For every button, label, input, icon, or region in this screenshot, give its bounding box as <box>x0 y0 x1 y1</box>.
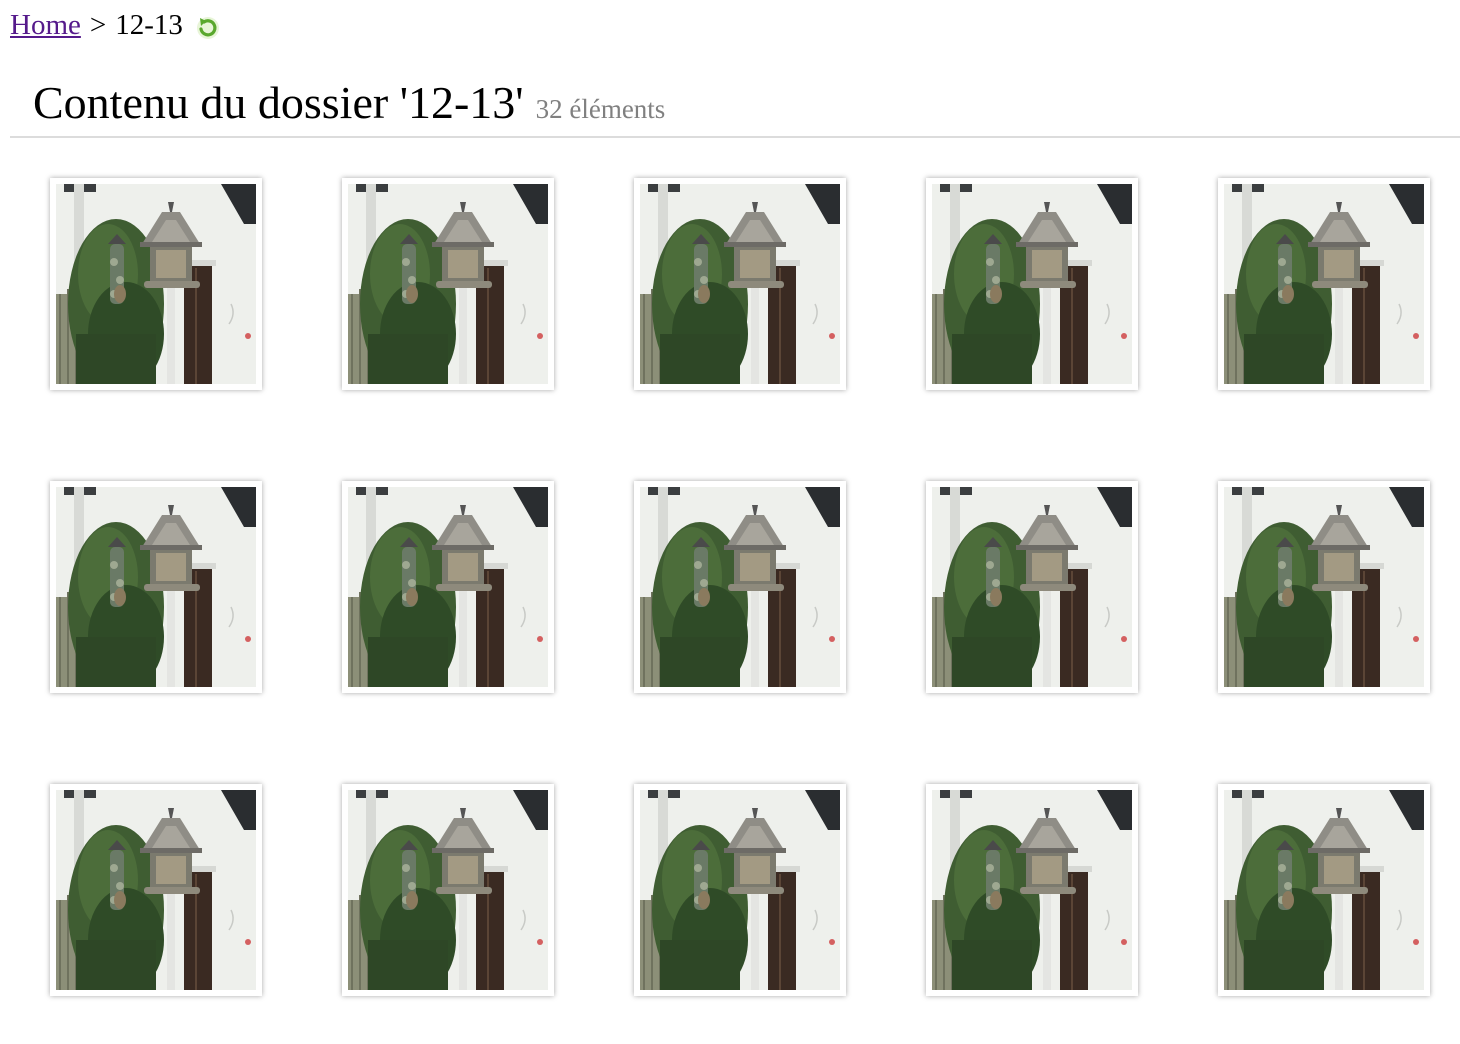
photo-image <box>56 487 256 687</box>
photo-image <box>348 487 548 687</box>
photo-thumbnail[interactable] <box>342 481 554 693</box>
photo-image <box>640 487 840 687</box>
photo-thumbnail[interactable] <box>634 178 846 390</box>
photo-thumbnail[interactable] <box>50 481 262 693</box>
photo-image <box>932 790 1132 990</box>
photo-thumbnail[interactable] <box>1218 481 1430 693</box>
photo-thumbnail[interactable] <box>342 178 554 390</box>
photo-thumbnail[interactable] <box>1218 784 1430 996</box>
breadcrumb-home-link[interactable]: Home <box>10 9 81 41</box>
photo-image <box>1224 184 1424 384</box>
photo-thumbnail[interactable] <box>634 784 846 996</box>
photo-thumbnail[interactable] <box>1218 178 1430 390</box>
photo-image <box>1224 487 1424 687</box>
photo-image <box>56 184 256 384</box>
photo-image <box>932 184 1132 384</box>
item-count: 32 éléments <box>535 94 666 124</box>
photo-thumbnail[interactable] <box>50 178 262 390</box>
breadcrumb-separator: > <box>89 9 107 41</box>
photo-image <box>348 790 548 990</box>
page-title: Contenu du dossier '12-13' <box>33 77 524 128</box>
breadcrumb: Home > 12-13 <box>10 6 221 44</box>
photo-image <box>640 790 840 990</box>
photo-image <box>348 184 548 384</box>
photo-image <box>1224 790 1424 990</box>
photo-thumbnail[interactable] <box>926 784 1138 996</box>
photo-image <box>932 487 1132 687</box>
photo-thumbnail[interactable] <box>926 178 1138 390</box>
photo-thumbnail[interactable] <box>50 784 262 996</box>
photo-image <box>640 184 840 384</box>
refresh-icon[interactable] <box>195 13 221 39</box>
photo-thumbnail[interactable] <box>342 784 554 996</box>
photo-thumbnail[interactable] <box>634 481 846 693</box>
folder-header: Contenu du dossier '12-13' 32 éléments <box>10 70 1460 138</box>
photo-image <box>56 790 256 990</box>
breadcrumb-current: 12-13 <box>115 9 183 41</box>
photo-thumbnail[interactable] <box>926 481 1138 693</box>
